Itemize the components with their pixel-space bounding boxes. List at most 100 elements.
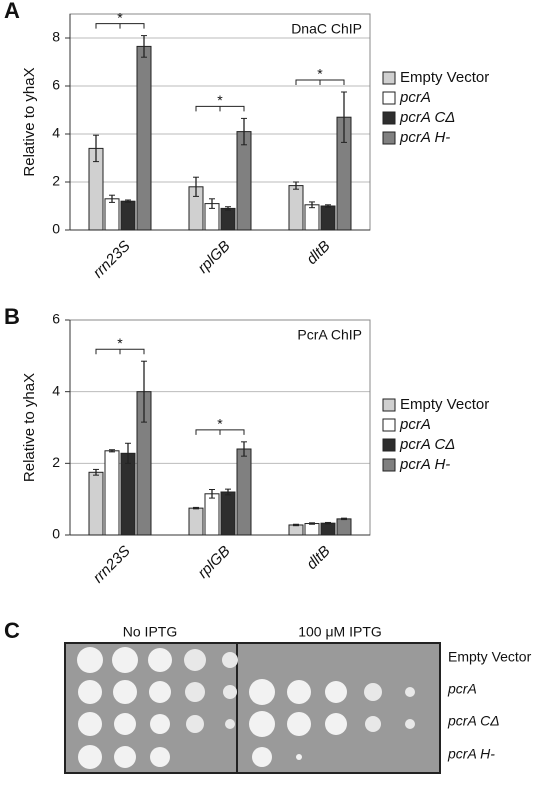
y-tick-label: 8	[52, 29, 60, 45]
colony-spot	[186, 715, 204, 733]
legend-label: Empty Vector	[400, 396, 489, 413]
y-tick-label: 0	[52, 526, 60, 542]
colony-spot	[325, 681, 347, 703]
significance-label: *	[217, 416, 223, 432]
y-tick-label: 6	[52, 311, 60, 327]
colony-spot	[225, 719, 235, 729]
bar	[120, 452, 136, 536]
y-tick-label: 6	[52, 77, 60, 93]
significance-label: *	[117, 335, 123, 351]
colony-spot	[287, 680, 311, 704]
significance-bracket	[195, 429, 245, 435]
bar	[104, 198, 120, 231]
bar	[120, 200, 136, 231]
significance-label: *	[117, 9, 123, 25]
colony-spot	[78, 712, 102, 736]
legend-label: pcrA CΔ	[399, 436, 455, 453]
significance-bracket	[195, 105, 245, 112]
legend-swatch	[382, 71, 396, 85]
bar	[188, 507, 204, 536]
bar	[220, 207, 236, 231]
panel-c: C No IPTG 100 μM IPTG Empty Vector pcrA …	[4, 618, 532, 774]
colony-spot	[78, 680, 102, 704]
row-label: pcrA H-	[447, 746, 495, 762]
bar	[304, 204, 320, 231]
column-label: No IPTG	[123, 624, 177, 640]
legend-label: pcrA	[399, 89, 431, 106]
panel-label: A	[4, 0, 20, 23]
colony-spot	[184, 649, 206, 671]
colony-spot	[114, 746, 136, 768]
significance-bracket	[295, 79, 345, 85]
legend-label: pcrA CΔ	[399, 109, 455, 126]
significance-label: *	[217, 92, 223, 108]
legend-swatch	[382, 438, 396, 452]
legend-label: pcrA H-	[399, 456, 450, 473]
bar	[320, 205, 336, 231]
colony-spot	[150, 714, 170, 734]
bar	[204, 493, 220, 536]
panel-label: C	[4, 618, 20, 643]
colony-spot	[405, 687, 415, 697]
legend-swatch	[382, 458, 396, 472]
chart-title: PcrA ChIP	[297, 327, 362, 343]
legend-swatch	[382, 111, 396, 125]
bar	[136, 45, 152, 231]
colony-spot	[287, 712, 311, 736]
legend-label: pcrA H-	[399, 129, 450, 146]
panel-label: B	[4, 304, 20, 329]
y-tick-label: 2	[52, 454, 60, 470]
colony-spot	[148, 648, 172, 672]
y-tick-label: 2	[52, 173, 60, 189]
colony-spot	[223, 685, 237, 699]
colony-spot	[252, 747, 272, 767]
colony-spot	[77, 647, 103, 673]
bar	[88, 471, 104, 536]
bar	[336, 518, 352, 536]
bar	[236, 448, 252, 536]
x-tick-label: rplGB	[195, 543, 234, 582]
x-tick-label: rrn23S	[90, 543, 134, 587]
x-tick-label: rplGB	[195, 238, 234, 277]
bar	[104, 450, 120, 536]
legend-swatch	[382, 91, 396, 105]
x-tick-label: dltB	[303, 543, 333, 573]
colony-spot	[405, 719, 415, 729]
legend-swatch	[382, 418, 396, 432]
colony-spot	[112, 647, 138, 673]
colony-spot	[325, 713, 347, 735]
x-tick-label: dltB	[303, 238, 333, 268]
bar	[288, 524, 304, 536]
row-label: pcrA CΔ	[447, 713, 500, 729]
y-axis-label: Relative to yhaX	[21, 373, 38, 482]
colony-spot	[185, 682, 205, 702]
plot-frame	[69, 13, 371, 231]
legend-label: Empty Vector	[400, 69, 489, 86]
column-label: 100 μM IPTG	[298, 624, 382, 640]
bar	[320, 522, 336, 536]
bar	[220, 491, 236, 536]
row-label: Empty Vector	[448, 649, 532, 665]
bar	[288, 185, 304, 231]
colony-spot	[113, 680, 137, 704]
significance-label: *	[317, 66, 323, 82]
chart-title: DnaC ChIP	[291, 21, 362, 37]
colony-spot	[150, 747, 170, 767]
x-tick-label: rrn23S	[90, 238, 134, 282]
colony-spot	[365, 716, 381, 732]
colony-spot	[249, 711, 275, 737]
legend-label: pcrA	[399, 416, 431, 433]
colony-spot	[249, 679, 275, 705]
y-axis-label: Relative to yhaX	[21, 67, 38, 176]
row-label: pcrA	[447, 681, 477, 697]
colony-spot	[364, 683, 382, 701]
bar	[236, 131, 252, 231]
colony-spot	[296, 754, 302, 760]
bar	[304, 523, 320, 536]
legend-swatch	[382, 398, 396, 412]
y-tick-label: 4	[52, 382, 60, 398]
legend-swatch	[382, 131, 396, 145]
significance-bracket	[95, 348, 145, 355]
colony-spot	[149, 681, 171, 703]
